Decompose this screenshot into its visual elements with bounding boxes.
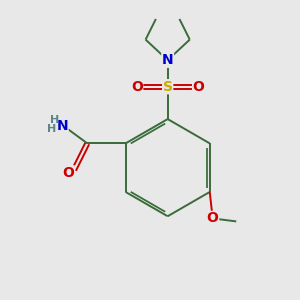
Text: O: O <box>62 166 74 180</box>
Text: N: N <box>56 119 68 133</box>
Text: H: H <box>50 115 60 125</box>
Text: S: S <box>163 80 173 94</box>
Text: O: O <box>131 80 143 94</box>
Text: O: O <box>193 80 205 94</box>
Text: N: N <box>162 53 173 67</box>
Text: H: H <box>47 124 57 134</box>
Text: O: O <box>207 212 219 226</box>
